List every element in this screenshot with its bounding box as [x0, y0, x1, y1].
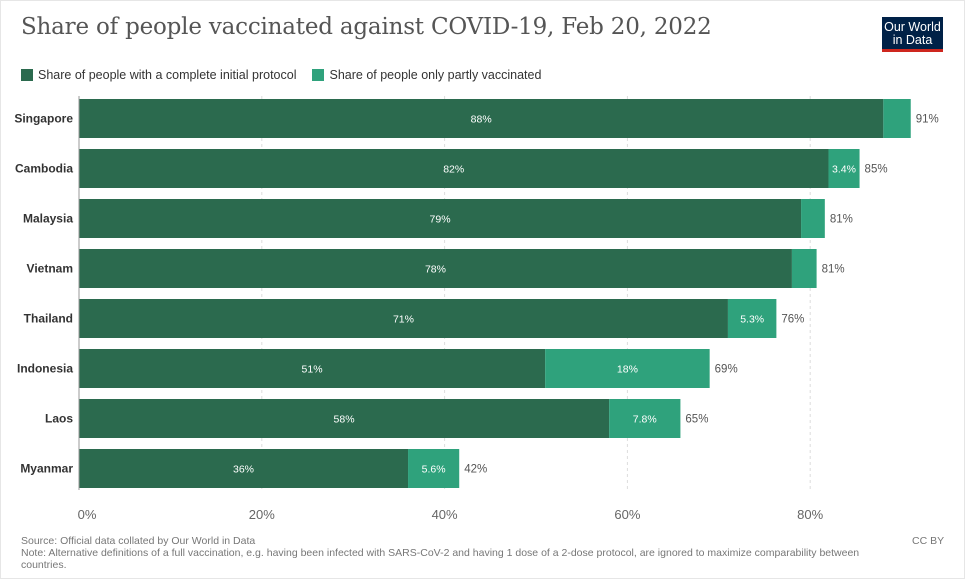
category-label: Vietnam: [27, 262, 73, 276]
total-label: 85%: [865, 164, 888, 176]
total-label: 42%: [464, 464, 487, 476]
logo-line-2: in Data: [892, 33, 933, 47]
source-text: Source: Official data collated by Our Wo…: [21, 535, 256, 547]
bar-complete: [79, 399, 610, 438]
bar-complete: [79, 149, 829, 188]
total-label: 81%: [830, 214, 853, 226]
bar-complete: [79, 99, 884, 138]
bar-partial: [883, 99, 911, 138]
data-label: 88%: [471, 114, 492, 126]
data-label: 3.4%: [832, 164, 856, 176]
x-tick-label: 40%: [432, 507, 458, 522]
license-link[interactable]: CC BY: [912, 535, 945, 547]
bar-partial: [801, 199, 825, 238]
bar-complete: [79, 199, 802, 238]
legend-label-complete: Share of people with a complete initial …: [38, 68, 297, 82]
legend-label-partial: Share of people only partly vaccinated: [329, 68, 542, 82]
bar-complete: [79, 449, 409, 488]
total-label: 65%: [685, 414, 708, 426]
bar-partial: [408, 449, 460, 488]
data-label: 71%: [393, 314, 414, 326]
category-label: Indonesia: [17, 362, 73, 376]
data-label: 51%: [302, 364, 323, 376]
category-label: Thailand: [24, 312, 73, 326]
data-label: 36%: [233, 464, 254, 476]
data-label: 78%: [425, 264, 446, 276]
total-label: 76%: [781, 314, 804, 326]
logo-accent-bar: [882, 49, 943, 52]
bar-partial: [828, 149, 860, 188]
x-tick-label: 60%: [614, 507, 640, 522]
bar-partial: [727, 299, 777, 338]
total-label: 69%: [715, 364, 738, 376]
category-label: Malaysia: [23, 212, 73, 226]
bar-complete: [79, 249, 792, 288]
note-text: Note: Alternative definitions of a full …: [21, 547, 860, 571]
category-label: Myanmar: [20, 462, 73, 476]
bar-partial: [791, 249, 817, 288]
x-tick-label: 20%: [249, 507, 275, 522]
owid-logo[interactable]: Our World in Data: [882, 17, 943, 52]
category-label: Cambodia: [15, 162, 73, 176]
legend-item-partial[interactable]: Share of people only partly vaccinated: [312, 68, 541, 82]
total-label: 91%: [916, 114, 939, 126]
bar-complete: [79, 299, 728, 338]
legend-swatch-partial: [312, 69, 325, 81]
data-label: 58%: [334, 414, 355, 426]
chart-title: Share of people vaccinated against COVID…: [21, 14, 712, 40]
bar-partial: [545, 349, 710, 388]
legend-item-complete[interactable]: Share of people with a complete initial …: [21, 68, 296, 82]
data-label: 5.6%: [422, 464, 446, 476]
category-label: Laos: [45, 412, 73, 426]
footer-notes: Source: Official data collated by Our Wo…: [21, 535, 901, 571]
logo-line-1: Our World: [884, 20, 941, 34]
legend: Share of people with a complete initial …: [21, 68, 557, 82]
category-label: Singapore: [14, 112, 73, 126]
data-label: 5.3%: [740, 314, 764, 326]
data-label: 7.8%: [633, 414, 657, 426]
total-label: 81%: [822, 264, 845, 276]
data-label: 18%: [617, 364, 638, 376]
legend-swatch-complete: [21, 69, 33, 81]
data-label: 82%: [443, 164, 464, 176]
bar-complete: [79, 349, 546, 388]
bar-partial: [609, 399, 681, 438]
x-tick-label: 80%: [797, 507, 823, 522]
x-tick-label: 0%: [78, 507, 97, 522]
data-label: 79%: [430, 214, 451, 226]
